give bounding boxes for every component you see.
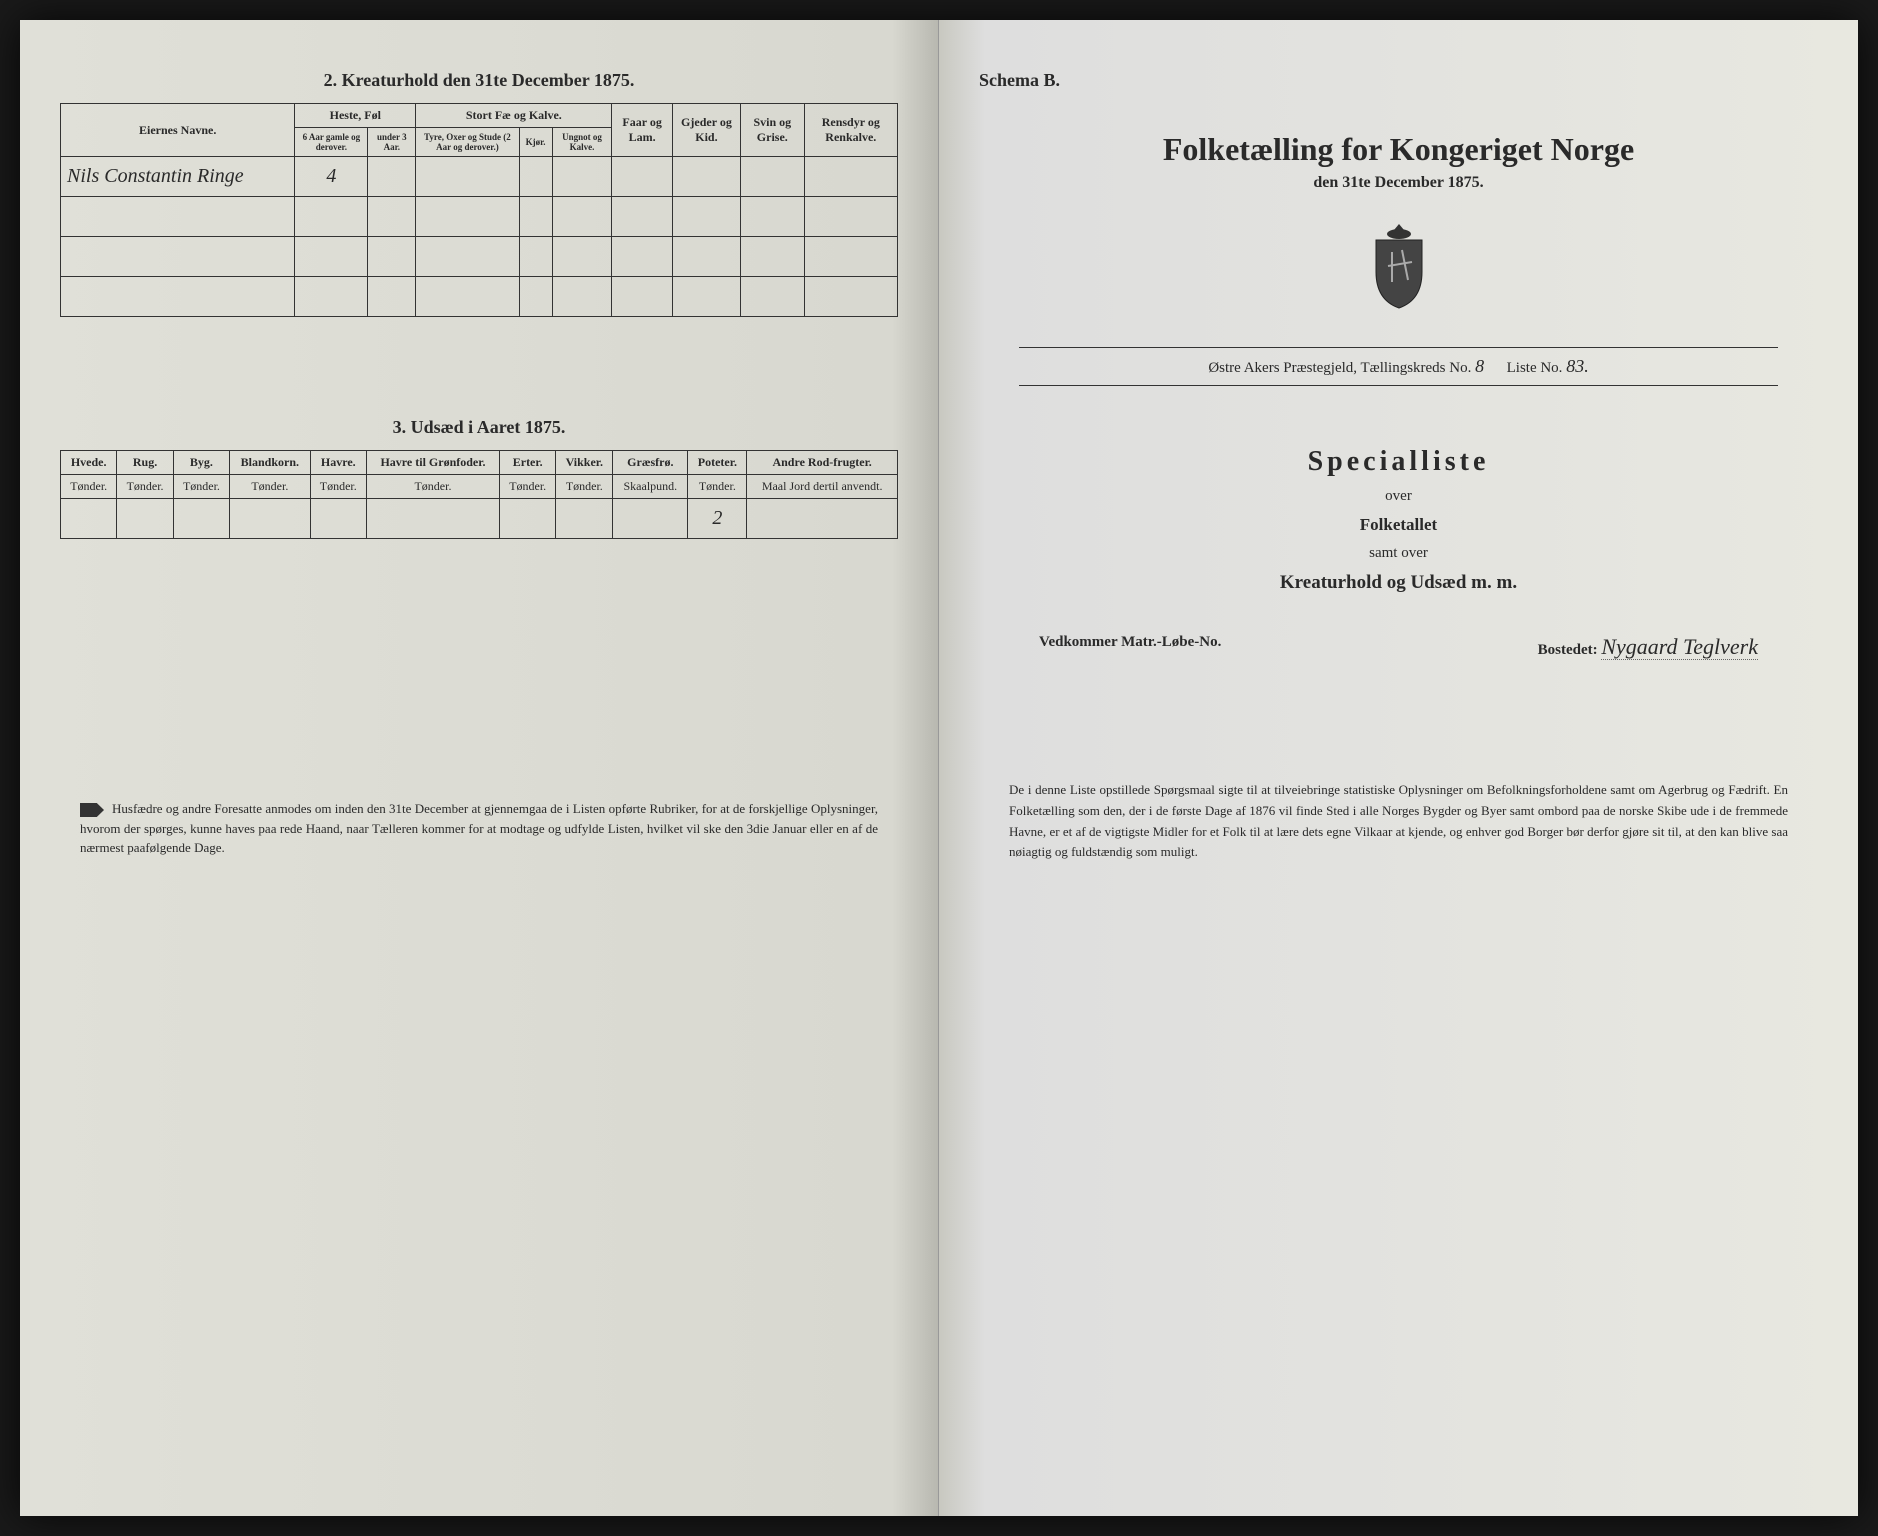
notice-text: Husfædre og andre Foresatte anmodes om i… <box>60 799 898 858</box>
section3-title: 3. Udsæd i Aaret 1875. <box>60 417 898 438</box>
th-cattle2: Kjør. <box>519 128 552 157</box>
district-number: 8 <box>1475 356 1484 376</box>
table-row: Nils Constantin Ringe 4 <box>61 157 898 197</box>
th-peas: Erter. <box>500 451 556 475</box>
document-spread: 2. Kreaturhold den 31te December 1875. E… <box>20 20 1858 1516</box>
th-wheat: Hvede. <box>61 451 117 475</box>
th-cattle: Stort Fæ og Kalve. <box>416 104 612 128</box>
th-horses-old: 6 Aar gamle og derover. <box>295 128 368 157</box>
owner-name: Nils Constantin Ringe <box>61 157 295 197</box>
livestock-table: Eiernes Navne. Heste, Føl Stort Fæ og Ka… <box>60 103 898 317</box>
th-rye: Rug. <box>117 451 173 475</box>
left-page: 2. Kreaturhold den 31te December 1875. E… <box>20 20 939 1516</box>
th-owner: Eiernes Navne. <box>61 104 295 157</box>
sub-title: den 31te December 1875. <box>979 174 1818 192</box>
district-line: Østre Akers Præstegjeld, Tællingskreds N… <box>1019 347 1778 386</box>
th-vetch: Vikker. <box>556 451 613 475</box>
list-number: 83. <box>1566 356 1589 376</box>
th-sheep: Faar og Lam. <box>612 104 672 157</box>
th-cattle3: Ungnot og Kalve. <box>552 128 612 157</box>
th-oatsgreen: Havre til Grønfoder. <box>366 451 499 475</box>
table-row: 2 <box>61 499 898 539</box>
th-roots: Andre Rod-frugter. <box>747 451 898 475</box>
th-cattle1: Tyre, Oxer og Stude (2 Aar og derover.) <box>416 128 519 157</box>
th-pigs: Svin og Grise. <box>741 104 805 157</box>
pointer-icon <box>80 803 104 817</box>
section2-title: 2. Kreaturhold den 31te December 1875. <box>60 70 898 91</box>
th-horses-young: under 3 Aar. <box>368 128 416 157</box>
bostedet-value: Nygaard Teglverk <box>1601 634 1758 660</box>
potatoes-value: 2 <box>688 499 747 539</box>
bottom-paragraph: De i denne Liste opstillede Spørgsmaal s… <box>979 780 1818 863</box>
th-reindeer: Rensdyr og Renkalve. <box>804 104 897 157</box>
th-barley: Byg. <box>173 451 229 475</box>
special-title: Specialliste <box>979 446 1818 478</box>
coat-of-arms-icon <box>979 222 1818 317</box>
seed-table: Hvede. Rug. Byg. Blandkorn. Havre. Havre… <box>60 450 898 539</box>
horses-value: 4 <box>295 157 368 197</box>
th-oats: Havre. <box>310 451 366 475</box>
th-potatoes: Poteter. <box>688 451 747 475</box>
bostedet-label: Bostedet: <box>1538 642 1598 658</box>
th-grass: Græsfrø. <box>613 451 688 475</box>
bosted-line: Vedkommer Matr.-Løbe-No. Bostedet: Nygaa… <box>979 634 1818 660</box>
main-title: Folketælling for Kongeriget Norge <box>979 131 1818 168</box>
th-mixed: Blandkorn. <box>230 451 310 475</box>
th-goats: Gjeder og Kid. <box>672 104 740 157</box>
schema-label: Schema B. <box>979 70 1818 91</box>
vedkommer-label: Vedkommer Matr.-Løbe-No. <box>1039 634 1221 660</box>
th-horses: Heste, Føl <box>295 104 416 128</box>
right-page: Schema B. Folketælling for Kongeriget No… <box>939 20 1858 1516</box>
